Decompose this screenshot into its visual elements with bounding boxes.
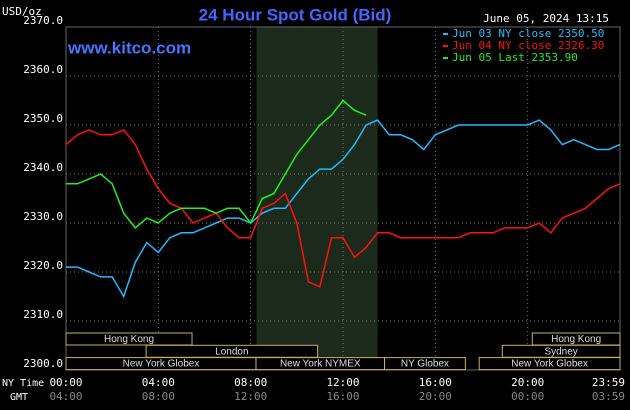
session-label: London: [215, 346, 248, 357]
series-line: [65, 128, 621, 288]
x2-tick-label: 00:00: [511, 390, 544, 403]
x-tick-label: 20:00: [511, 376, 544, 389]
x-tick-label: 08:00: [234, 376, 267, 389]
y-tick-label: 2300.0: [23, 357, 63, 370]
x-label: NY Time: [2, 378, 44, 389]
session-label: New York Globex: [511, 359, 588, 370]
y-tick-label: 2370.0: [23, 14, 63, 27]
x-tick-label: 16:00: [419, 376, 452, 389]
session-label: Hong Kong: [104, 334, 154, 345]
legend-swatch: [443, 57, 448, 59]
timestamp: June 05, 2024 13:15: [483, 12, 609, 25]
x-tick-label: 12:00: [326, 376, 359, 389]
y-unit: USD/oz: [2, 5, 42, 18]
x2-tick-label: 08:00: [142, 390, 175, 403]
legend-entry: Jun 04 NY close 2326.30: [452, 39, 604, 52]
highlight-band: [256, 27, 378, 370]
session-label: Sydney: [544, 346, 577, 357]
series-line: [66, 119, 621, 299]
y-tick-label: 2340.0: [23, 161, 63, 174]
series-line: [66, 99, 367, 229]
y-tick-label: 2360.0: [23, 63, 63, 76]
session-bar: [65, 332, 193, 346]
x-tick-label: 00:00: [49, 376, 82, 389]
legend-swatch: [443, 33, 448, 35]
x-tick-label: 23:59: [592, 376, 625, 389]
session-label: New York Globex: [123, 359, 200, 370]
x2-tick-label: 03:59: [592, 390, 625, 403]
x2-label: GMT: [10, 392, 28, 403]
session-label: NY Globex: [401, 359, 449, 370]
x2-tick-label: 12:00: [234, 390, 267, 403]
legend-swatch: [443, 45, 448, 47]
y-tick-label: 2350.0: [23, 112, 63, 125]
watermark: www.kitco.com: [67, 38, 191, 57]
x2-tick-label: 04:00: [49, 390, 82, 403]
chart-title: 24 Hour Spot Gold (Bid): [199, 5, 392, 24]
legend-entry: Jun 05 Last 2353.90: [452, 51, 578, 64]
x2-tick-label: 20:00: [419, 390, 452, 403]
y-tick-label: 2310.0: [23, 308, 63, 321]
y-tick-label: 2320.0: [23, 259, 63, 272]
legend-entry: Jun 03 NY close 2350.50: [452, 27, 604, 40]
session-bar: [478, 357, 621, 371]
session-label: Hong Kong: [551, 334, 601, 345]
session-bar: [384, 357, 466, 371]
session-label: New York NYMEX: [280, 359, 361, 370]
x-tick-label: 04:00: [142, 376, 175, 389]
x2-tick-label: 16:00: [326, 390, 359, 403]
y-tick-label: 2330.0: [23, 210, 63, 223]
